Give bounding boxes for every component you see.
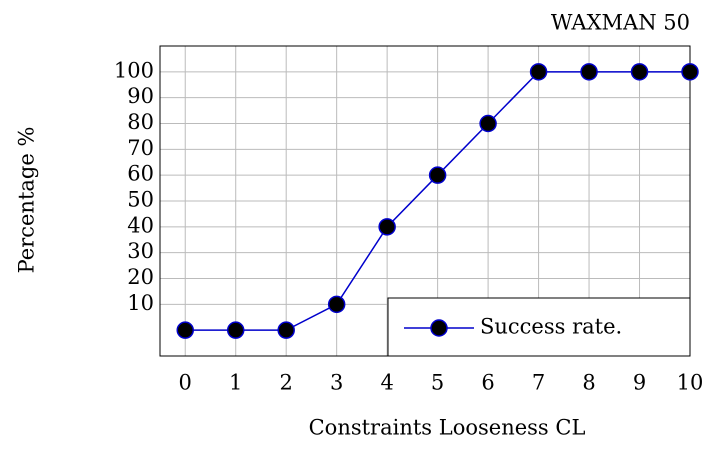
y-tick-label: 10: [127, 291, 154, 315]
legend-marker: [430, 319, 448, 337]
y-tick-label: 80: [127, 110, 154, 134]
x-tick-label: 7: [532, 371, 545, 395]
y-tick-label: 90: [127, 84, 154, 108]
x-tick-label: 0: [179, 371, 192, 395]
y-tick-label: 50: [127, 188, 154, 212]
chart-title: WAXMAN 50: [551, 11, 690, 35]
x-tick-label: 1: [229, 371, 242, 395]
marker: [529, 63, 548, 81]
y-tick-label: 30: [127, 239, 154, 263]
marker: [378, 218, 396, 236]
legend-label: Success rate.: [480, 315, 622, 339]
marker: [580, 63, 598, 81]
marker: [428, 166, 447, 184]
y-tick-label: 100: [114, 58, 154, 82]
y-tick-label: 70: [127, 136, 154, 160]
x-tick-label: 6: [481, 371, 494, 395]
y-tick-label: 60: [127, 162, 154, 186]
x-tick-label: 5: [431, 371, 444, 395]
marker: [479, 114, 497, 133]
marker: [277, 321, 295, 339]
x-tick-label: 2: [280, 371, 293, 395]
marker: [681, 63, 699, 81]
y-tick-label: 20: [127, 265, 154, 289]
x-tick-label: 3: [330, 371, 343, 395]
marker: [630, 63, 649, 81]
x-tick-label: 4: [380, 371, 393, 395]
x-tick-label: 8: [582, 371, 595, 395]
marker: [327, 295, 346, 314]
y-axis-label: Percentage %: [15, 127, 39, 274]
x-tick-label: 9: [633, 371, 646, 395]
marker: [176, 321, 194, 339]
x-axis-label: Constraints Looseness CL: [309, 416, 586, 440]
marker: [226, 321, 245, 339]
x-tick-label: 10: [677, 371, 704, 395]
y-tick-label: 40: [127, 213, 154, 237]
